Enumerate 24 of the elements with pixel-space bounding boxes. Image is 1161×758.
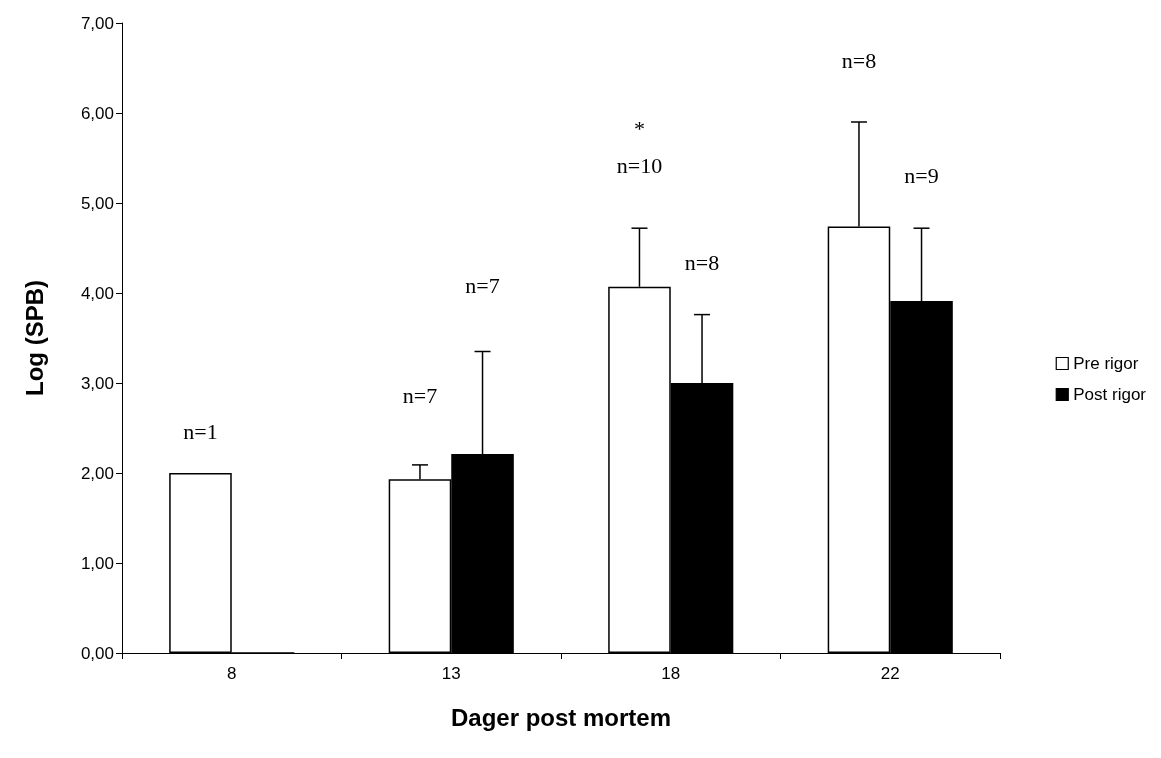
x-axis-title: Dager post mortem — [450, 703, 672, 731]
annotation: n=1 — [183, 418, 218, 444]
y-tick-label: 3,00 — [80, 373, 114, 393]
annotation: n=8 — [841, 47, 877, 73]
x-tick-label: 13 — [441, 664, 461, 683]
y-tick-label: 7,00 — [80, 13, 114, 33]
y-tick-label: 1,00 — [80, 553, 114, 573]
x-tick-label: 8 — [227, 664, 237, 683]
x-tick-label: 22 — [880, 664, 900, 683]
annotation: n=7 — [402, 383, 438, 409]
annotation: n=10 — [616, 152, 663, 178]
y-tick-label: 2,00 — [80, 463, 114, 483]
annotation: n=9 — [904, 162, 939, 188]
annotation: n=7 — [465, 273, 500, 298]
y-axis-title: Log (SPB) — [20, 280, 48, 396]
legend-label: Pre rigor — [1073, 354, 1139, 373]
y-tick-label: 4,00 — [80, 283, 114, 303]
y-tick-label: 6,00 — [80, 103, 114, 123]
y-tick-label: 5,00 — [80, 193, 114, 213]
x-tick-label: 18 — [661, 664, 681, 683]
y-tick-label: 0,00 — [80, 643, 114, 663]
annotation: * — [633, 115, 645, 141]
legend-label: Post rigor — [1073, 385, 1147, 404]
annotation: n=8 — [684, 250, 720, 276]
